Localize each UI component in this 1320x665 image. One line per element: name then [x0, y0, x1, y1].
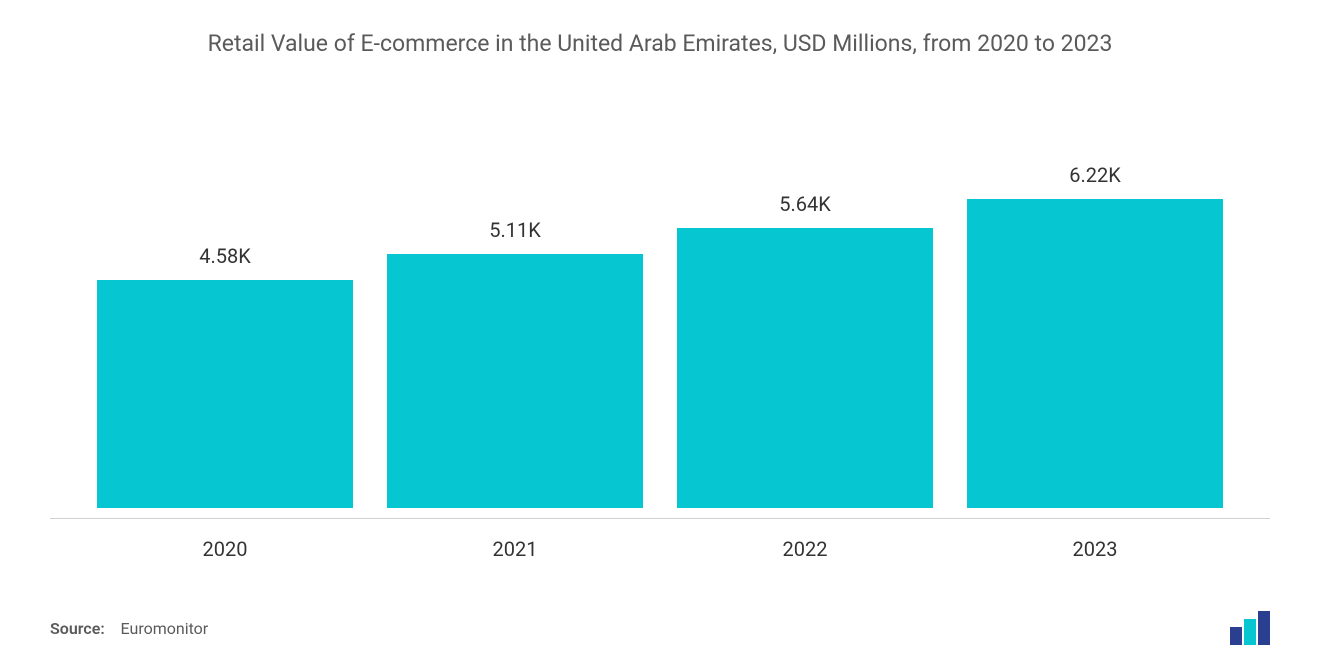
chart-container: Retail Value of E-commerce in the United… — [0, 0, 1320, 665]
bar-0 — [97, 280, 352, 508]
bar-2 — [677, 228, 932, 508]
bar-3 — [967, 199, 1222, 508]
source-label: Source: — [50, 619, 105, 638]
source-citation: Source: Euromonitor — [50, 619, 208, 638]
bar-group-0: 4.58K — [97, 244, 352, 508]
bar-group-2: 5.64K — [677, 192, 932, 508]
bar-value-label: 4.58K — [199, 244, 251, 268]
chart-title: Retail Value of E-commerce in the United… — [50, 30, 1270, 57]
x-tick-2: 2022 — [677, 519, 932, 561]
x-tick-0: 2020 — [97, 519, 352, 561]
x-axis: 2020 2021 2022 2023 — [50, 518, 1270, 561]
chart-plot-area: 4.58K 5.11K 5.64K 6.22K — [50, 67, 1270, 518]
bar-group-1: 5.11K — [387, 218, 642, 508]
bar-value-label: 5.11K — [489, 218, 541, 242]
bar-group-3: 6.22K — [967, 163, 1222, 508]
source-value: Euromonitor — [121, 619, 209, 638]
x-tick-1: 2021 — [387, 519, 642, 561]
logo-bar-2 — [1258, 611, 1270, 645]
bar-value-label: 6.22K — [1069, 163, 1121, 187]
chart-footer: Source: Euromonitor — [50, 561, 1270, 645]
bar-value-label: 5.64K — [779, 192, 831, 216]
brand-logo-icon — [1230, 611, 1270, 645]
x-tick-3: 2023 — [967, 519, 1222, 561]
bar-1 — [387, 254, 642, 508]
logo-bar-1 — [1244, 619, 1256, 645]
logo-bar-0 — [1230, 627, 1242, 645]
